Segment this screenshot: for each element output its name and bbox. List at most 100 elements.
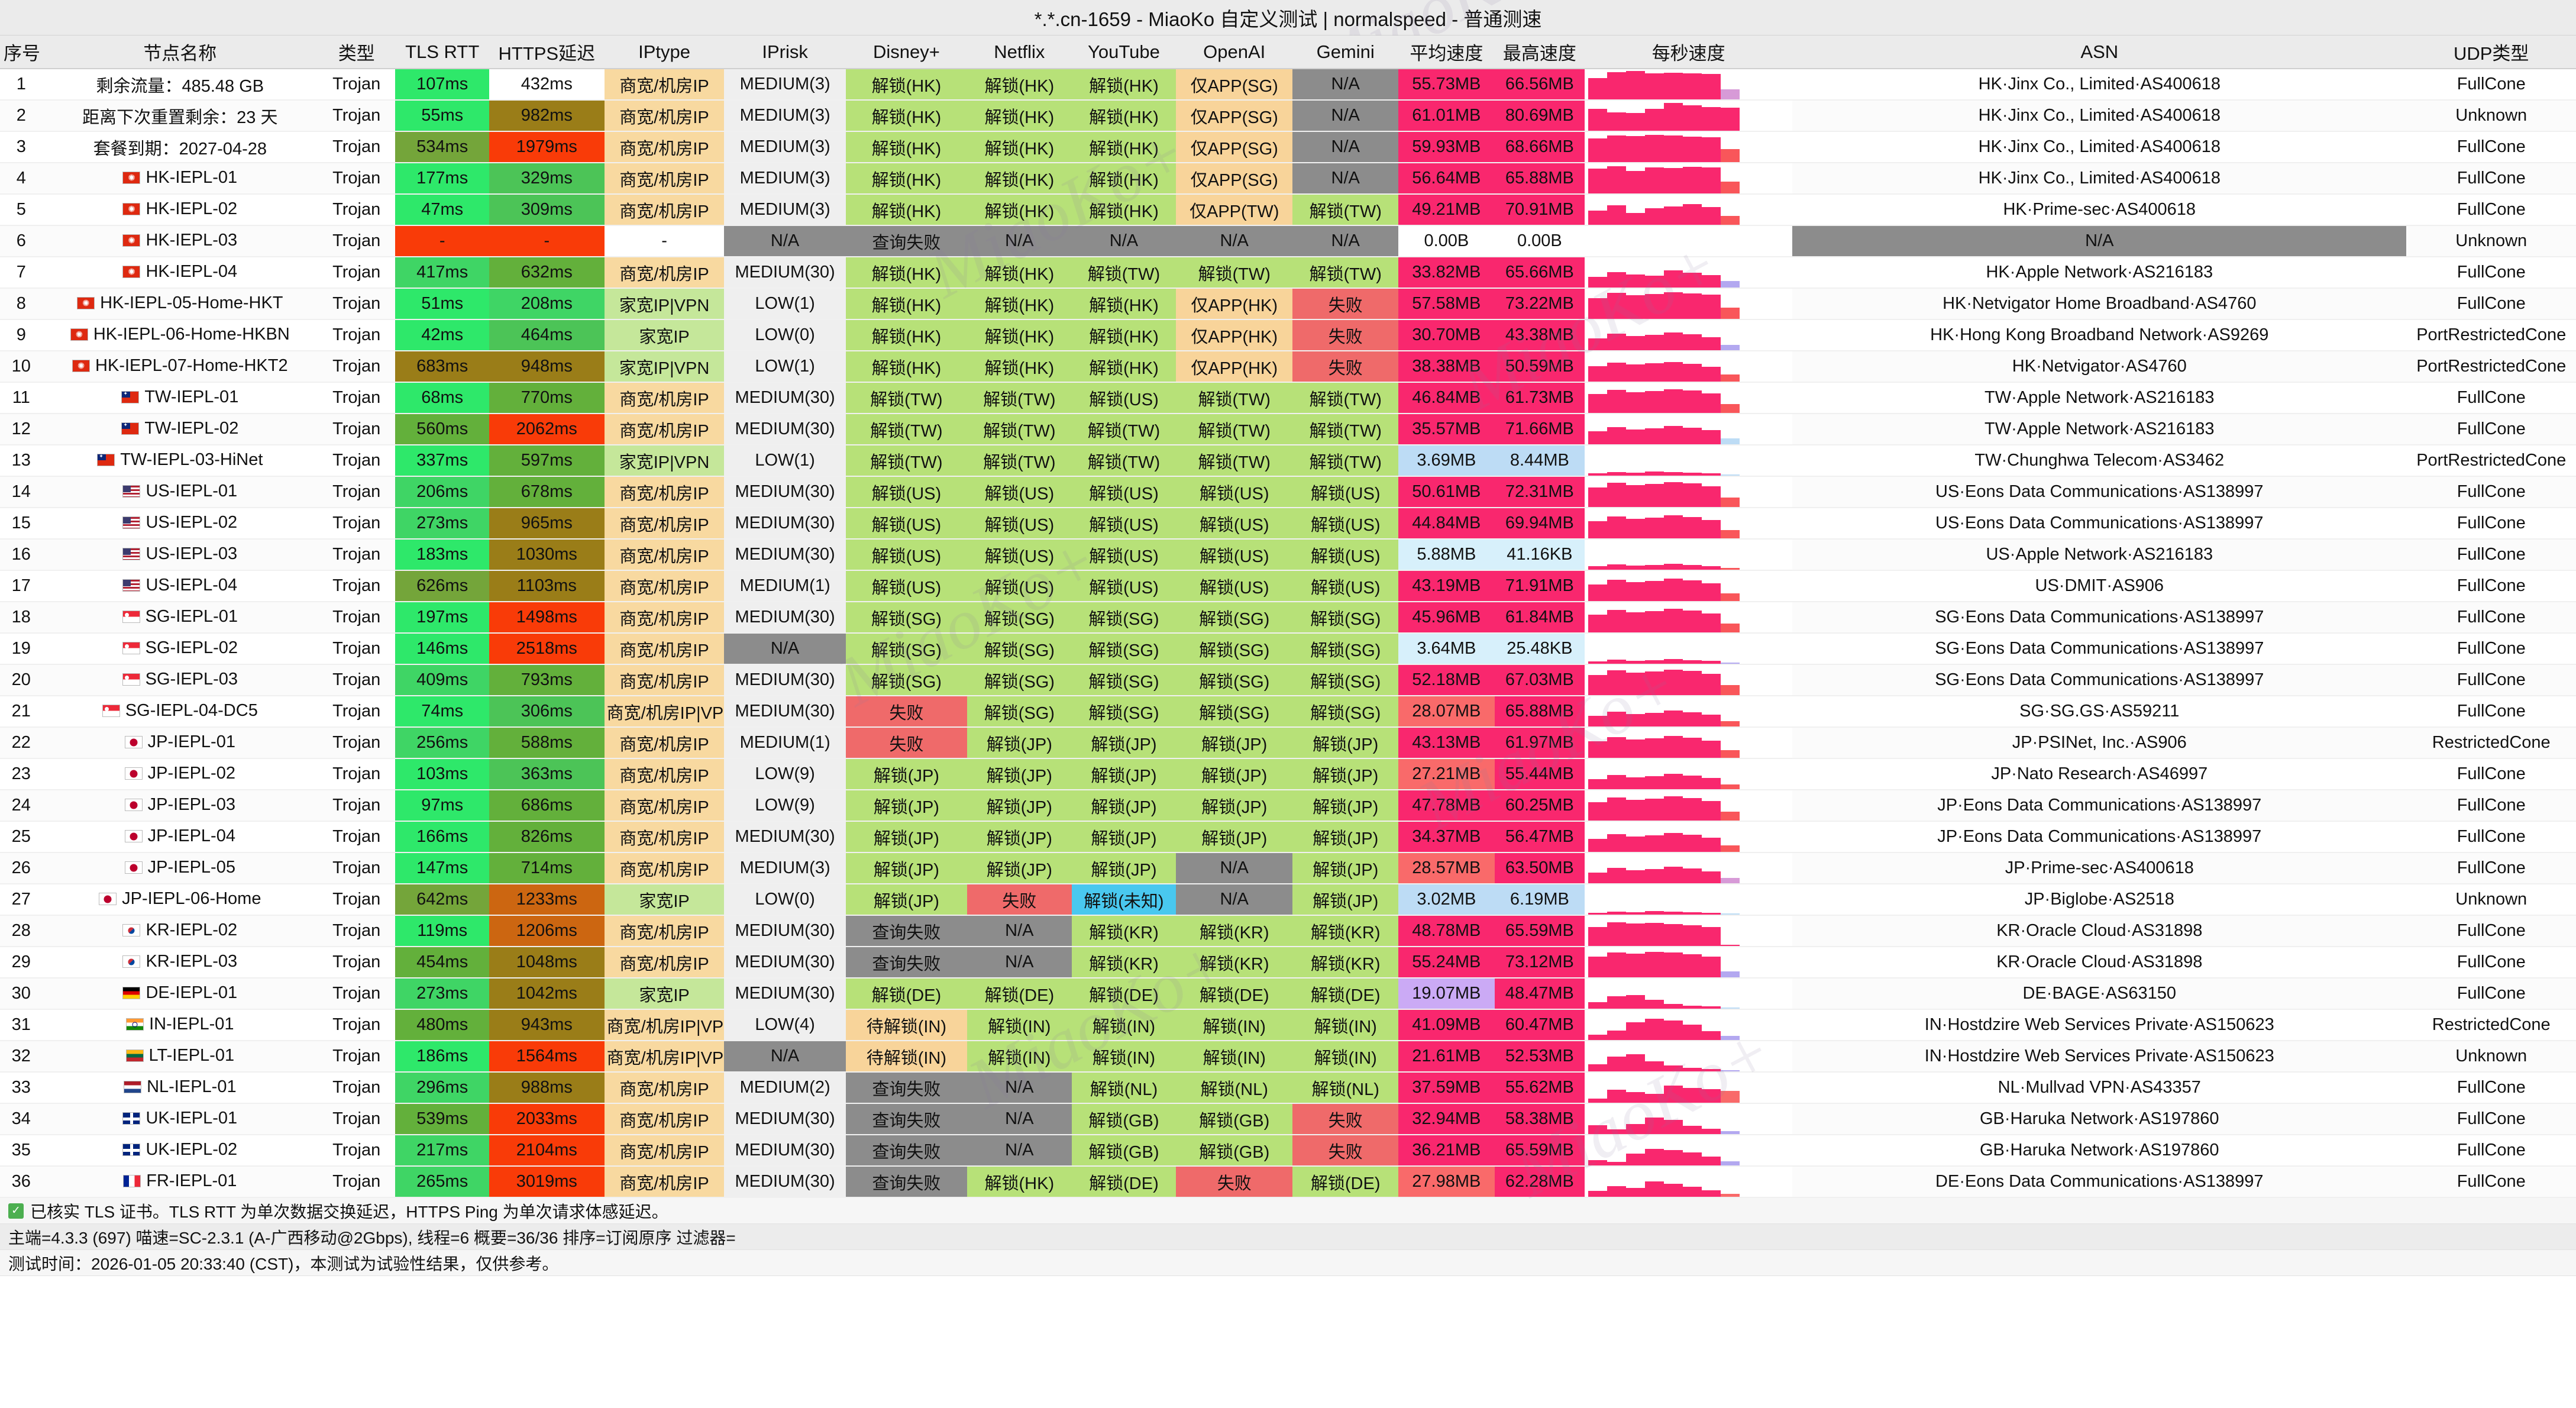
table-row[interactable]: 24 JP-IEPL-03 Trojan 97ms 686ms 商宽/机房IP LOW(9)… — [0, 790, 2576, 822]
table-row[interactable]: 19 SG-IEPL-02 Trojan 146ms 2518ms 商宽/机房IP N/A 解… — [0, 633, 2576, 665]
node-name-cell[interactable]: DE-IEPL-01 — [42, 978, 318, 1010]
node-name-cell[interactable]: NL-IEPL-01 — [42, 1072, 318, 1104]
table-row[interactable]: 36 FR-IEPL-01 Trojan 265ms 3019ms 商宽/机房IP MEDI… — [0, 1166, 2576, 1198]
node-name-cell[interactable]: 剩余流量：485.48 GB — [42, 69, 318, 101]
table-row[interactable]: 21 SG-IEPL-04-DC5 Trojan 74ms 306ms 商宽/机房IP|V… — [0, 696, 2576, 728]
node-name-cell[interactable]: KR-IEPL-02 — [42, 915, 318, 947]
table-row[interactable]: 12 TW-IEPL-02 Trojan560ms2062ms商宽/机房IPMEDI… — [0, 414, 2576, 445]
table-row[interactable]: 11 TW-IEPL-01 Trojan68ms770ms商宽/机房IPMEDIUM… — [0, 382, 2576, 414]
table-row[interactable]: 25 JP-IEPL-04 Trojan 166ms 826ms 商宽/机房IP MEDIU… — [0, 821, 2576, 853]
row-index: 24 — [0, 790, 43, 822]
col-header-iprisk[interactable]: IPrisk — [724, 35, 846, 69]
node-name-cell[interactable]: JP-IEPL-02 — [42, 758, 318, 790]
node-name-cell[interactable]: TW-IEPL-02 — [42, 414, 318, 445]
table-row[interactable]: 10 HK-IEPL-07-Home-HKT2 Trojan683ms948ms家宽… — [0, 351, 2576, 383]
node-name-cell[interactable]: TW-IEPL-03-HiNet — [42, 445, 318, 477]
table-row[interactable]: 27 JP-IEPL-06-Home Trojan 642ms 1233ms 家宽IP LO… — [0, 884, 2576, 916]
table-row[interactable]: 32 LT-IEPL-01 Trojan 186ms 1564ms 商宽/机房IP|VPN… — [0, 1041, 2576, 1073]
col-header-max[interactable]: 最高速度 — [1494, 35, 1585, 69]
node-name-cell[interactable]: US-IEPL-04 — [42, 570, 318, 602]
table-row[interactable]: 23 JP-IEPL-02 Trojan 103ms 363ms 商宽/机房IP LOW(9… — [0, 758, 2576, 790]
node-name-cell[interactable]: IN-IEPL-01 — [42, 1009, 318, 1041]
node-name-cell[interactable]: HK-IEPL-03 — [42, 225, 318, 257]
flag-jp-icon — [124, 861, 143, 874]
col-header-https[interactable]: HTTPS延迟 — [489, 35, 605, 69]
table-row[interactable]: 20 SG-IEPL-03 Trojan 409ms 793ms 商宽/机房IP MEDIU… — [0, 664, 2576, 696]
table-row[interactable]: 2 距离下次重置剩余：23 天 Trojan 55ms 982ms 商宽/机房IP MEDI… — [0, 100, 2576, 132]
table-row[interactable]: 8 HK-IEPL-05-Home-HKT Trojan51ms208ms家宽IP|… — [0, 288, 2576, 320]
table-row[interactable]: 14 US-IEPL-01 Trojan 206ms 678ms 商宽/机房IP MEDIU… — [0, 476, 2576, 508]
table-row[interactable]: 9 HK-IEPL-06-Home-HKBN Trojan42ms464ms家宽IP… — [0, 319, 2576, 351]
table-row[interactable]: 29 KR-IEPL-03 Trojan 454ms 1048ms 商宽/机房IP MEDI… — [0, 947, 2576, 979]
node-name-cell[interactable]: HK-IEPL-02 — [42, 194, 318, 226]
table-row[interactable]: 26 JP-IEPL-05 Trojan 147ms 714ms 商宽/机房IP MEDIU… — [0, 852, 2576, 884]
node-name-cell[interactable]: JP-IEPL-01 — [42, 727, 318, 759]
table-row[interactable]: 15 US-IEPL-02 Trojan 273ms 965ms 商宽/机房IP MEDIU… — [0, 508, 2576, 540]
col-header-avg[interactable]: 平均速度 — [1398, 35, 1495, 69]
col-header-spark[interactable]: 每秒速度 — [1585, 35, 1793, 69]
sparkline-bar — [1664, 1086, 1683, 1102]
table-row[interactable]: 5 HK-IEPL-02 Trojan47ms309ms商宽/机房IPMEDIUM(… — [0, 194, 2576, 226]
table-row[interactable]: 30 DE-IEPL-01 Trojan 273ms 1042ms 家宽IP MEDIUM(… — [0, 978, 2576, 1010]
table-row[interactable]: 3 套餐到期：2027-04-28 Trojan 534ms 1979ms 商宽/机房IP… — [0, 131, 2576, 163]
table-row[interactable]: 28 KR-IEPL-02 Trojan 119ms 1206ms 商宽/机房IP MEDI… — [0, 915, 2576, 947]
col-header-asn[interactable]: ASN — [1792, 35, 2407, 69]
col-header-netflix[interactable]: Netflix — [967, 35, 1072, 69]
table-row[interactable]: 1 剩余流量：485.48 GB Trojan 107ms 432ms 商宽/机房IP ME… — [0, 69, 2576, 101]
node-name-cell[interactable]: US-IEPL-03 — [42, 539, 318, 571]
node-name-cell[interactable]: HK-IEPL-04 — [42, 257, 318, 289]
col-header-idx[interactable]: 序号 — [0, 35, 43, 69]
col-header-tls[interactable]: TLS RTT — [395, 35, 490, 69]
node-name-cell[interactable]: SG-IEPL-01 — [42, 602, 318, 634]
col-header-udp[interactable]: UDP类型 — [2406, 35, 2576, 69]
node-name-cell[interactable]: SG-IEPL-04-DC5 — [42, 696, 318, 728]
col-header-gemini[interactable]: Gemini — [1292, 35, 1399, 69]
node-name-cell[interactable]: JP-IEPL-04 — [42, 821, 318, 853]
gemini-cell: 解锁(JP) — [1292, 758, 1399, 790]
flag-jp-icon — [124, 830, 143, 842]
avg-speed-cell: 47.78MB — [1398, 790, 1495, 822]
col-header-openai[interactable]: OpenAI — [1176, 35, 1293, 69]
table-row[interactable]: 33 NL-IEPL-01 Trojan 296ms 988ms 商宽/机房IP MEDIU… — [0, 1072, 2576, 1104]
node-name-cell[interactable]: HK-IEPL-05-Home-HKT — [42, 288, 318, 320]
table-row[interactable]: 18 SG-IEPL-01 Trojan 197ms 1498ms 商宽/机房IP MEDI… — [0, 602, 2576, 634]
sparkline-bar — [1626, 612, 1646, 632]
node-name-cell[interactable]: HK-IEPL-01 — [42, 163, 318, 195]
table-row[interactable]: 13 TW-IEPL-03-HiNet Trojan337ms597ms家宽IP|V… — [0, 445, 2576, 477]
node-name-cell[interactable]: 套餐到期：2027-04-28 — [42, 131, 318, 163]
table-row[interactable]: 22 JP-IEPL-01 Trojan 256ms 588ms 商宽/机房IP MEDIU… — [0, 727, 2576, 759]
table-row[interactable]: 31 IN-IEPL-01 Trojan 480ms 943ms 商宽/机房IP|VPN L… — [0, 1009, 2576, 1041]
table-row[interactable]: 35 UK-IEPL-02 Trojan 217ms 2104ms 商宽/机房IP MEDI… — [0, 1135, 2576, 1167]
node-name-cell[interactable]: HK-IEPL-06-Home-HKBN — [42, 319, 318, 351]
flag-hk-icon — [72, 360, 91, 372]
node-name-cell[interactable]: JP-IEPL-05 — [42, 852, 318, 884]
node-name-cell[interactable]: JP-IEPL-03 — [42, 790, 318, 822]
col-header-disney[interactable]: Disney+ — [845, 35, 967, 69]
node-name-cell[interactable]: TW-IEPL-01 — [42, 382, 318, 414]
node-name-cell[interactable]: 距离下次重置剩余：23 天 — [42, 100, 318, 132]
node-name-cell[interactable]: FR-IEPL-01 — [42, 1166, 318, 1198]
sparkline-bar — [1588, 298, 1608, 318]
node-name-cell[interactable]: US-IEPL-02 — [42, 508, 318, 540]
avg-speed-cell: 3.64MB — [1398, 633, 1495, 665]
node-name-cell[interactable]: KR-IEPL-03 — [42, 947, 318, 979]
col-header-iptype[interactable]: IPtype — [604, 35, 725, 69]
col-header-type[interactable]: 类型 — [318, 35, 396, 69]
table-row[interactable]: 34 UK-IEPL-01 Trojan 539ms 2033ms 商宽/机房IP MEDI… — [0, 1103, 2576, 1135]
node-name-cell[interactable]: UK-IEPL-01 — [42, 1103, 318, 1135]
table-row[interactable]: 4 HK-IEPL-01 Trojan177ms329ms商宽/机房IPMEDIUM… — [0, 163, 2576, 195]
table-row[interactable]: 7 HK-IEPL-04 Trojan417ms632ms商宽/机房IPMEDIUM… — [0, 257, 2576, 289]
table-row[interactable]: 6HK-IEPL-03Trojan---N/A查询失败N/AN/AN/AN/A0… — [0, 225, 2576, 257]
node-name-cell[interactable]: HK-IEPL-07-Home-HKT2 — [42, 351, 318, 383]
udp-type-cell: FullCone — [2406, 1103, 2576, 1135]
table-row[interactable]: 16 US-IEPL-03 Trojan 183ms 1030ms 商宽/机房IP MEDI… — [0, 539, 2576, 571]
node-name-cell[interactable]: SG-IEPL-02 — [42, 633, 318, 665]
col-header-name[interactable]: 节点名称 — [42, 35, 318, 69]
node-name-cell[interactable]: UK-IEPL-02 — [42, 1135, 318, 1167]
col-header-youtube[interactable]: YouTube — [1071, 35, 1177, 69]
table-row[interactable]: 17 US-IEPL-04 Trojan 626ms 1103ms 商宽/机房IP MEDI… — [0, 570, 2576, 602]
node-name-cell[interactable]: SG-IEPL-03 — [42, 664, 318, 696]
node-name-cell[interactable]: JP-IEPL-06-Home — [42, 884, 318, 916]
node-name-cell[interactable]: LT-IEPL-01 — [42, 1041, 318, 1073]
node-name-cell[interactable]: US-IEPL-01 — [42, 476, 318, 508]
